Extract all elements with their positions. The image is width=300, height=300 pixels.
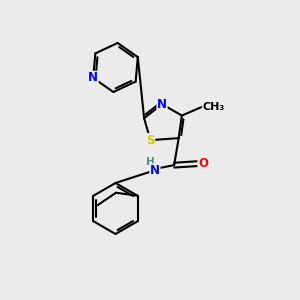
Text: N: N [88,71,98,84]
Text: N: N [157,98,167,111]
Text: O: O [198,157,208,170]
Text: N: N [150,164,160,177]
Text: CH₃: CH₃ [203,102,225,112]
Text: S: S [146,134,154,147]
Text: H: H [146,157,154,167]
